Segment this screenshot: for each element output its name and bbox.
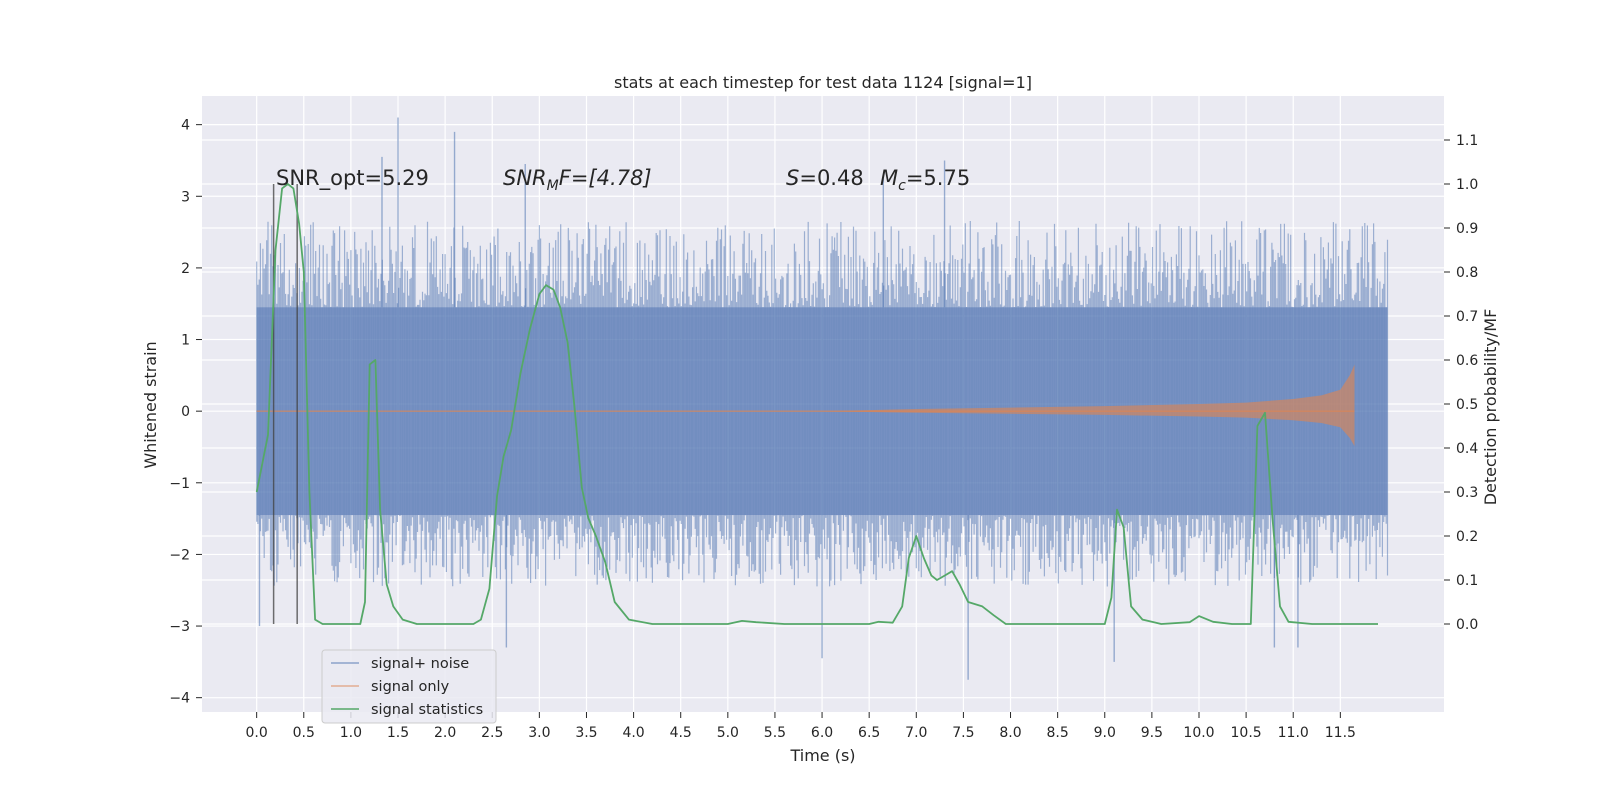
x-tick-label: 1.5 (387, 725, 409, 741)
legend-label-stats: signal statistics (371, 702, 483, 718)
legend-label-signal: signal only (371, 679, 450, 695)
annotation-snr-mf: SNRMF=[4.78] (503, 166, 652, 194)
y-right-tick-label: 0.4 (1456, 441, 1478, 457)
y-axis-label: Whitened strain (141, 341, 160, 468)
x-tick-label: 5.0 (717, 725, 739, 741)
annotation-snr-opt: SNR_opt=5.29 (276, 166, 429, 191)
x-tick-label: 5.5 (764, 725, 786, 741)
legend-label-noise: signal+ noise (371, 656, 469, 672)
x-tick-label: 9.0 (1094, 725, 1116, 741)
x-tick-label: 7.0 (905, 725, 927, 741)
annotation-mc-value: =5.75 (906, 166, 970, 190)
x-tick-label: 11.5 (1325, 725, 1356, 741)
y-right-tick-label: 0.0 (1456, 617, 1478, 633)
annotation-s: S=0.48 (786, 166, 864, 190)
annotation-snr-mf-subscript: M (547, 178, 559, 194)
y-tick-label: 0 (181, 404, 190, 420)
chart-title: stats at each timestep for test data 112… (614, 73, 1032, 92)
tick-layer: 0.0 0.5 1.0 1.5 2.0 2.5 3.0 3.5 4.0 4.5 5.0 5.5 6.0 6… (169, 118, 1478, 741)
x-tick-label: 7.5 (952, 725, 974, 741)
marker-lines-layer (272, 184, 298, 624)
y-right-tick-label: 0.9 (1456, 221, 1478, 237)
x-tick-label: 4.5 (670, 725, 692, 741)
annotation-snr-mf-tail: F=[4.78] (559, 166, 652, 190)
y-tick-label: −2 (169, 547, 190, 563)
y-axis-right-label: Detection probability/MF (1481, 309, 1500, 506)
x-tick-label: 11.0 (1278, 725, 1309, 741)
x-tick-label: 4.0 (622, 725, 644, 741)
y-right-tick-label: 0.5 (1456, 397, 1478, 413)
x-tick-label: 8.5 (1047, 725, 1069, 741)
x-tick-label: 2.0 (434, 725, 456, 741)
x-tick-label: 0.5 (293, 725, 315, 741)
x-axis-label: Time (s) (789, 746, 855, 765)
y-right-tick-label: 0.2 (1456, 529, 1478, 545)
y-tick-label: −4 (169, 691, 190, 707)
y-right-tick-label: 0.1 (1456, 573, 1478, 589)
legend: signal+ noise signal only signal statist… (321, 649, 497, 724)
y-tick-label: −3 (169, 619, 190, 635)
x-tick-label: 0.0 (246, 725, 268, 741)
annotation-mc-subscript: c (898, 178, 906, 194)
y-tick-label: 3 (181, 189, 190, 205)
signal-series-layer (256, 364, 1355, 447)
x-tick-label: 6.5 (858, 725, 880, 741)
statistics-series-layer (255, 183, 1378, 625)
x-tick-label: 9.5 (1141, 725, 1163, 741)
annotation-mc-label: M (880, 166, 898, 190)
y-right-tick-label: 0.6 (1456, 353, 1478, 369)
y-tick-label: −1 (169, 476, 190, 492)
y-tick-label: 2 (181, 261, 190, 277)
y-right-tick-label: 0.3 (1456, 485, 1478, 501)
y-right-tick-label: 1.1 (1456, 133, 1478, 149)
x-tick-label: 1.0 (340, 725, 362, 741)
x-tick-label: 10.5 (1231, 725, 1262, 741)
annotation-snr-mf-label: SNR (503, 166, 547, 190)
y-tick-label: 1 (181, 333, 190, 349)
annotation-s-label: S (786, 166, 799, 190)
x-tick-label: 8.0 (999, 725, 1021, 741)
x-tick-label: 6.0 (811, 725, 833, 741)
y-right-tick-label: 0.7 (1456, 309, 1478, 325)
x-tick-label: 10.0 (1183, 725, 1214, 741)
legend-box (321, 649, 497, 724)
x-tick-label: 3.0 (528, 725, 550, 741)
annotation-mc: Mc=5.75 (880, 166, 970, 194)
y-right-tick-label: 0.8 (1456, 265, 1478, 281)
annotation-s-value: =0.48 (799, 166, 863, 190)
y-right-tick-label: 1.0 (1456, 177, 1478, 193)
x-tick-label: 3.5 (575, 725, 597, 741)
y-tick-label: 4 (181, 118, 190, 134)
x-tick-label: 2.5 (481, 725, 503, 741)
statistics-line (255, 183, 1378, 625)
